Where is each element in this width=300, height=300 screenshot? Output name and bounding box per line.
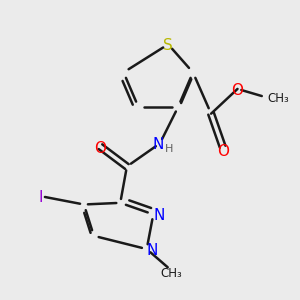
Text: N: N: [154, 208, 165, 224]
Text: O: O: [232, 83, 244, 98]
Text: N: N: [147, 243, 158, 258]
Text: H: H: [165, 144, 173, 154]
Text: S: S: [163, 38, 173, 53]
Text: O: O: [94, 141, 106, 156]
Text: I: I: [39, 190, 43, 205]
Text: O: O: [217, 144, 229, 159]
Text: N: N: [153, 137, 164, 152]
Text: CH₃: CH₃: [267, 92, 289, 105]
Text: CH₃: CH₃: [160, 267, 182, 280]
